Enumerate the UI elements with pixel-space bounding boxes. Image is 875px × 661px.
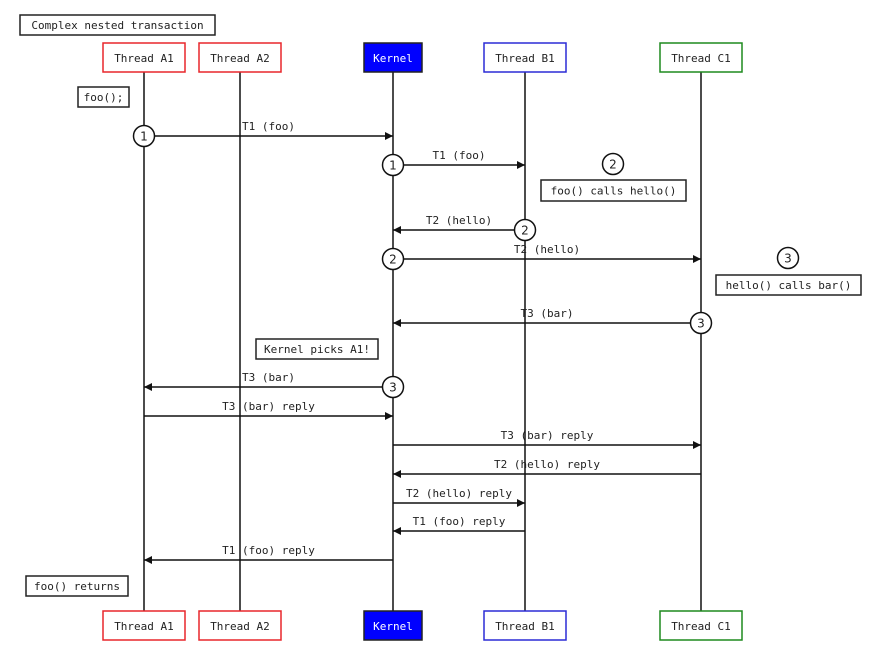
- step-marker: 3: [381, 375, 405, 399]
- diagram-title: Complex nested transaction: [19, 14, 216, 36]
- note-text: hello() calls bar(): [726, 279, 852, 292]
- participant-label: Kernel: [373, 620, 413, 633]
- participant-a1-top: Thread A1: [102, 42, 186, 73]
- svg-text:3: 3: [784, 252, 792, 266]
- message-arrow: T1 (foo) reply: [144, 544, 393, 564]
- svg-text:2: 2: [521, 224, 529, 238]
- svg-text:1: 1: [389, 159, 397, 173]
- message-label: T2 (hello): [514, 243, 580, 256]
- message-arrow: T3 (bar) 3: [144, 371, 405, 399]
- diagram-title-text: Complex nested transaction: [31, 19, 203, 32]
- participant-c1-top: Thread C1: [659, 42, 743, 73]
- message-label: T2 (hello) reply: [406, 487, 512, 500]
- note: foo() calls hello() 2: [540, 152, 687, 202]
- note-text: Kernel picks A1!: [264, 343, 370, 356]
- note: Kernel picks A1!: [255, 338, 379, 360]
- note-text: foo() calls hello(): [551, 185, 677, 198]
- participant-label: Thread A1: [114, 620, 174, 633]
- svg-text:3: 3: [697, 317, 705, 331]
- participant-label: Thread A2: [210, 52, 270, 65]
- participant-label: Thread B1: [495, 52, 555, 65]
- participant-label: Kernel: [373, 52, 413, 65]
- note-text: foo();: [84, 91, 124, 104]
- svg-text:2: 2: [609, 158, 617, 172]
- message-label: T1 (foo): [433, 149, 486, 162]
- message-arrow: T1 (foo) reply: [393, 515, 525, 535]
- participant-label: Thread A1: [114, 52, 174, 65]
- step-marker: 1: [132, 124, 156, 148]
- participant-label: Thread B1: [495, 620, 555, 633]
- participant-b1-top: Thread B1: [483, 42, 567, 73]
- step-marker: 2: [601, 152, 625, 176]
- participant-a1-bottom: Thread A1: [102, 610, 186, 641]
- svg-text:3: 3: [389, 381, 397, 395]
- participant-label: Thread A2: [210, 620, 270, 633]
- message-label: T2 (hello) reply: [494, 458, 600, 471]
- participant-c1-bottom: Thread C1: [659, 610, 743, 641]
- message-arrow: T2 (hello) reply: [393, 487, 525, 507]
- note: foo() returns: [25, 575, 129, 597]
- step-marker: 3: [689, 311, 713, 335]
- participant-k-top: Kernel: [363, 42, 423, 73]
- message-label: T3 (bar) reply: [501, 429, 594, 442]
- message-label: T2 (hello): [426, 214, 492, 227]
- message-arrow: T2 (hello) reply: [393, 458, 701, 478]
- message-arrow: T1 (foo) 1: [381, 149, 525, 177]
- svg-text:2: 2: [389, 253, 397, 267]
- message-arrow: T3 (bar) reply: [393, 429, 701, 449]
- participant-b1-bottom: Thread B1: [483, 610, 567, 641]
- message-label: T1 (foo) reply: [222, 544, 315, 557]
- message-arrow: T3 (bar) reply: [144, 400, 393, 420]
- message-label: T1 (foo) reply: [413, 515, 506, 528]
- participant-k-bottom: Kernel: [363, 610, 423, 641]
- message-label: T3 (bar) reply: [222, 400, 315, 413]
- message-arrow: T3 (bar) 3: [393, 307, 713, 335]
- message-arrow: T1 (foo) 1: [132, 120, 393, 148]
- message-label: T3 (bar): [521, 307, 574, 320]
- participant-a2-bottom: Thread A2: [198, 610, 282, 641]
- participant-label: Thread C1: [671, 620, 731, 633]
- step-marker: 3: [776, 246, 800, 270]
- note-text: foo() returns: [34, 580, 120, 593]
- message-label: T1 (foo): [242, 120, 295, 133]
- note: hello() calls bar() 3: [715, 246, 862, 296]
- step-marker: 2: [381, 247, 405, 271]
- svg-text:1: 1: [140, 130, 148, 144]
- participant-label: Thread C1: [671, 52, 731, 65]
- message-arrow: T2 (hello) 2: [381, 243, 701, 271]
- step-marker: 2: [513, 218, 537, 242]
- message-label: T3 (bar): [242, 371, 295, 384]
- note: foo();: [77, 86, 130, 108]
- step-marker: 1: [381, 153, 405, 177]
- message-arrow: T2 (hello) 2: [393, 214, 537, 242]
- participant-a2-top: Thread A2: [198, 42, 282, 73]
